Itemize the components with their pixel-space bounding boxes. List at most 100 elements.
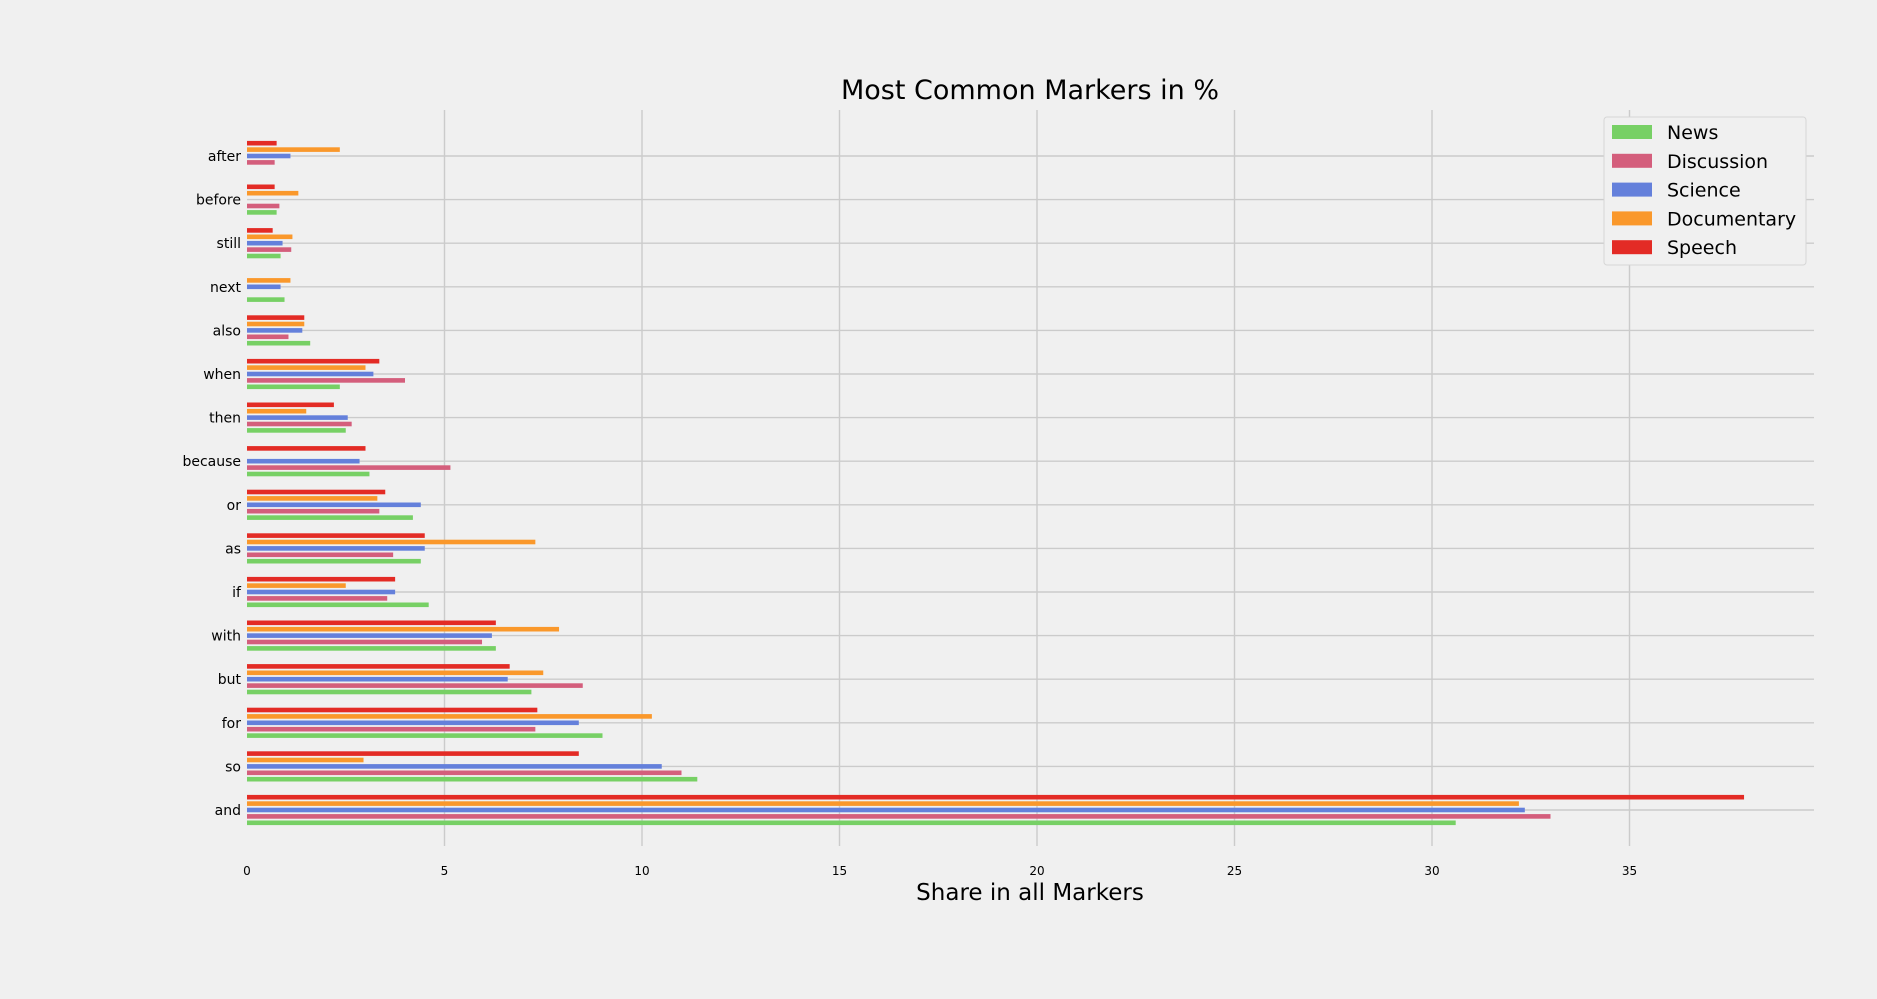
bar-speech: [247, 576, 396, 582]
x-tick-label: 5: [441, 864, 449, 878]
bar-discussion: [247, 596, 388, 601]
bar-documentary: [247, 670, 544, 676]
bar-news: [247, 471, 370, 477]
grid-layer: [247, 110, 1814, 846]
y-tick-label: with: [211, 629, 241, 645]
bar-documentary: [247, 408, 307, 414]
bar-speech: [247, 533, 425, 538]
bar-science: [247, 720, 579, 726]
bar-documentary: [247, 583, 346, 588]
bar-discussion: [247, 421, 352, 427]
bar-news: [247, 210, 277, 215]
bar-discussion: [247, 814, 1551, 819]
legend-label: Science: [1667, 180, 1741, 202]
bar-news: [247, 253, 281, 259]
y-tick-label: or: [227, 498, 242, 514]
bar-news: [247, 689, 532, 695]
y-tick-label: and: [215, 803, 241, 819]
bar-science: [247, 589, 396, 595]
bar-science: [247, 676, 508, 682]
bar-news: [247, 602, 429, 608]
y-tick-label: next: [210, 280, 242, 296]
bar-documentary: [247, 365, 366, 370]
bar-documentary: [247, 147, 340, 152]
legend-swatch: [1612, 182, 1652, 197]
bar-news: [247, 428, 346, 433]
bar-science: [247, 240, 283, 246]
bar-science: [247, 807, 1525, 813]
bar-speech: [247, 140, 277, 146]
label-layer: 0 5 10 15 20 25 30 35 and so for but with if as or becau…: [182, 149, 1637, 878]
bar-news: [247, 384, 340, 390]
bar-speech: [247, 358, 380, 364]
y-tick-label: but: [218, 672, 242, 688]
chart-title: Most Common Markers in %: [841, 75, 1219, 106]
bar-documentary: [247, 278, 291, 283]
bar-science: [247, 328, 303, 333]
x-tick-label: 15: [832, 864, 847, 878]
bar-news: [247, 646, 496, 651]
bar-documentary: [247, 626, 560, 632]
x-tick-label: 10: [634, 864, 649, 878]
y-tick-label: after: [208, 149, 241, 165]
bar-documentary: [247, 321, 305, 327]
bar-documentary: [247, 801, 1519, 806]
bar-discussion: [247, 160, 275, 165]
bar-discussion: [247, 465, 451, 470]
bar-science: [247, 502, 421, 508]
bar-science: [247, 371, 374, 377]
legend: News Discussion Science Documentary Speech: [1603, 116, 1807, 266]
bar-news: [247, 340, 311, 346]
bar-speech: [247, 184, 275, 190]
y-tick-label: when: [203, 367, 241, 383]
bar-discussion: [247, 726, 536, 732]
bar-speech: [247, 620, 496, 626]
y-tick-label: as: [225, 541, 241, 557]
bar-speech: [247, 228, 273, 233]
legend-label: Speech: [1667, 237, 1737, 259]
bar-speech: [247, 402, 334, 408]
bar-science: [247, 764, 662, 769]
bar-speech: [247, 794, 1745, 800]
y-tick-label: for: [222, 716, 241, 732]
bar-news: [247, 515, 413, 520]
bar-science: [247, 415, 348, 420]
y-tick-label: before: [196, 193, 241, 209]
bar-discussion: [247, 770, 682, 776]
bar-documentary: [247, 234, 293, 240]
bar-speech: [247, 664, 510, 669]
legend-swatch: [1612, 240, 1652, 255]
x-axis-label: Share in all Markers: [916, 880, 1144, 906]
bar-science: [247, 458, 360, 464]
bar-science: [247, 546, 425, 551]
bar-discussion: [247, 639, 483, 645]
legend-box: [1603, 116, 1807, 266]
bar-documentary: [247, 714, 652, 719]
legend-swatch: [1612, 211, 1652, 226]
bar-news: [247, 733, 603, 738]
bar-documentary: [247, 757, 364, 763]
bar-documentary: [247, 496, 378, 501]
x-tick-label: 35: [1622, 864, 1637, 878]
bar-discussion: [247, 247, 292, 252]
x-tick-label: 30: [1424, 864, 1439, 878]
bar-documentary: [247, 190, 299, 196]
bar-news: [247, 297, 285, 302]
y-tick-label: if: [232, 585, 242, 601]
bar-science: [247, 284, 281, 290]
bar-discussion: [247, 508, 380, 514]
legend-label: Documentary: [1667, 208, 1796, 230]
bar-science: [247, 633, 492, 638]
bar-speech: [247, 446, 366, 451]
bar-speech: [247, 751, 579, 756]
legend-label: News: [1667, 122, 1718, 144]
legend-swatch: [1612, 153, 1652, 168]
y-tick-label: then: [209, 411, 241, 427]
bar-discussion: [247, 334, 289, 340]
bar-speech: [247, 315, 305, 320]
legend-swatch: [1612, 125, 1652, 139]
bar-discussion: [247, 683, 583, 688]
y-tick-label: because: [182, 454, 241, 470]
